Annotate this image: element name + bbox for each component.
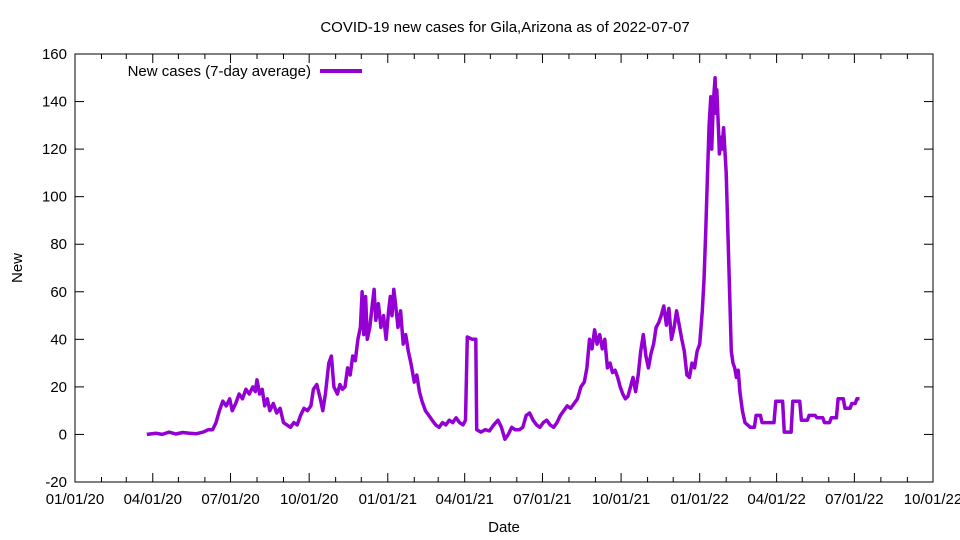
y-tick-label: 80: [50, 236, 67, 253]
y-tick-label: 120: [42, 141, 67, 158]
plot-frame: [74, 53, 934, 483]
y-tick-label: -20: [45, 474, 67, 491]
axis-ticks: -20 0 20 40 60 80 100 120 140 160 01/01/20 04/01/20…: [42, 46, 960, 508]
x-tick-label: 04/01/20: [124, 491, 182, 508]
x-tick-label: 04/01/21: [435, 491, 493, 508]
x-tick-label: 07/01/21: [513, 491, 571, 508]
x-tick-label: 01/01/21: [359, 491, 417, 508]
y-tick-label: 20: [50, 379, 67, 396]
legend-label: New cases (7-day average): [128, 63, 311, 80]
y-tick-label: 60: [50, 284, 67, 301]
x-axis-label: Date: [488, 519, 520, 536]
y-tick-label: 40: [50, 331, 67, 348]
x-tick-label: 10/01/22: [904, 491, 960, 508]
series-line: [146, 76, 860, 441]
x-tick-label: 01/01/20: [46, 491, 104, 508]
y-tick-label: 100: [42, 189, 67, 206]
legend: New cases (7-day average): [128, 63, 362, 80]
x-tick-label: 10/01/20: [280, 491, 338, 508]
x-tick-label: 10/01/21: [592, 491, 650, 508]
y-axis-label: New: [9, 253, 26, 283]
y-tick-label: 160: [42, 46, 67, 63]
y-tick-label: 140: [42, 94, 67, 111]
series-layer: [146, 76, 860, 441]
chart-title: COVID-19 new cases for Gila,Arizona as o…: [320, 19, 689, 36]
x-tick-label: 07/01/20: [201, 491, 259, 508]
y-tick-label: 0: [59, 426, 67, 443]
x-tick-label: 01/01/22: [671, 491, 729, 508]
x-tick-label: 07/01/22: [825, 491, 883, 508]
x-tick-label: 04/01/22: [747, 491, 805, 508]
